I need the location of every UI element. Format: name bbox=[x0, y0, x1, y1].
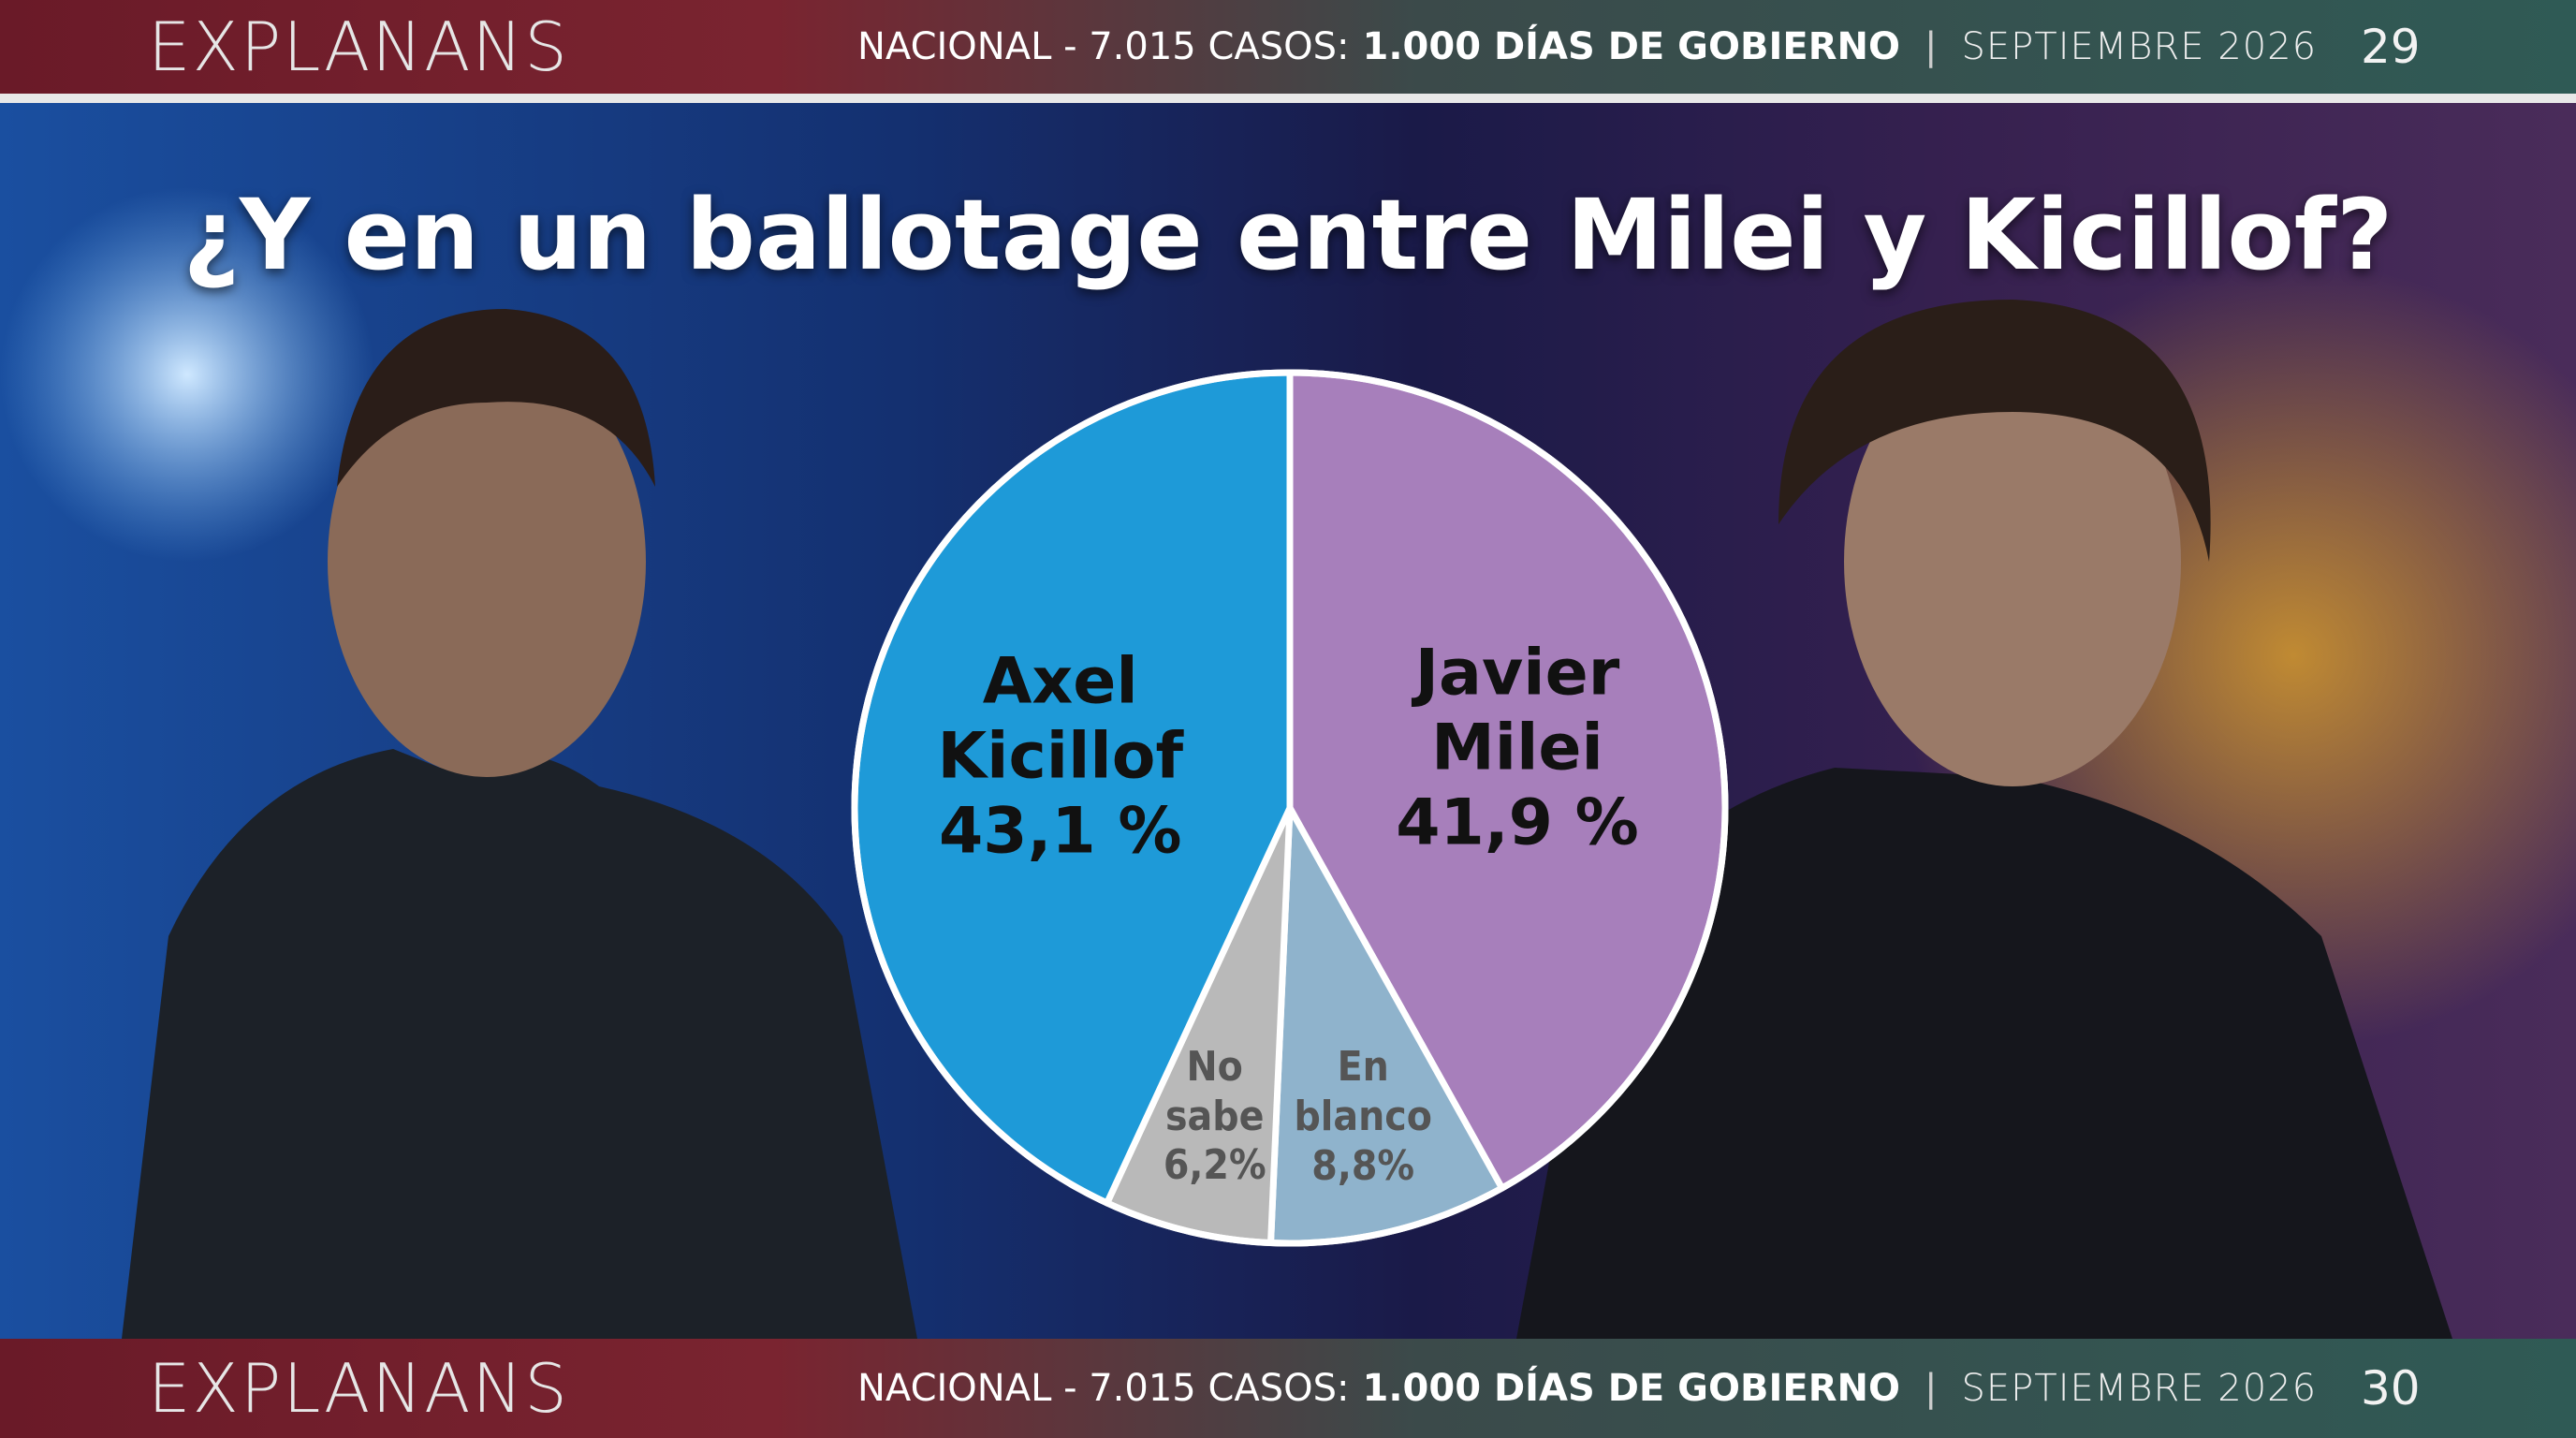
right-face bbox=[1844, 337, 2181, 786]
slice-value: 41,9 % bbox=[1396, 785, 1639, 860]
sun-emblem bbox=[0, 187, 374, 562]
slice-name: Axel Kicillof bbox=[937, 644, 1184, 794]
slice-value: 8,8% bbox=[1311, 1141, 1415, 1190]
footer-info: NACIONAL - 7.015 CASOS: 1.000 DÍAS DE GO… bbox=[857, 1367, 2317, 1410]
slice-name: No sabe bbox=[1164, 1042, 1265, 1140]
date: SEPTIEMBRE 2026 bbox=[1961, 1367, 2318, 1410]
date: SEPTIEMBRE 2026 bbox=[1961, 25, 2318, 68]
right-hair bbox=[1778, 300, 2211, 562]
left-hair bbox=[337, 309, 655, 487]
slice-label: Axel Kicillof 43,1 % bbox=[906, 645, 1215, 871]
slice-value: 6,2% bbox=[1163, 1141, 1266, 1190]
slice-label: No sabe 6,2% bbox=[1135, 1043, 1295, 1191]
separator: | bbox=[1925, 1367, 1938, 1410]
slice-label: Javier Milei 41,9 % bbox=[1363, 636, 1672, 861]
header-info: NACIONAL - 7.015 CASOS: 1.000 DÍAS DE GO… bbox=[857, 25, 2317, 68]
topic: 1.000 DÍAS DE GOBIERNO bbox=[1362, 25, 1901, 68]
right-figure bbox=[1516, 768, 2452, 1339]
left-figure bbox=[122, 749, 917, 1339]
survey: NACIONAL - 7.015 CASOS: bbox=[857, 1367, 1350, 1410]
chart-title: ¿Y en un ballotage entre Milei y Kicillo… bbox=[183, 178, 2393, 292]
footer-bar: EXPLANANS NACIONAL - 7.015 CASOS: 1.000 … bbox=[0, 1339, 2576, 1438]
slice-name: Javier Milei bbox=[1414, 636, 1620, 785]
topic: 1.000 DÍAS DE GOBIERNO bbox=[1362, 1367, 1901, 1410]
pie-outline bbox=[851, 369, 1729, 1247]
slice-label: En blanco 8,8% bbox=[1283, 1043, 1442, 1191]
logo: EXPLANANS bbox=[148, 7, 569, 86]
separator: | bbox=[1925, 25, 1938, 68]
slice-value: 43,1 % bbox=[938, 795, 1182, 870]
page-number: 29 bbox=[2361, 20, 2421, 74]
header-bar: EXPLANANS NACIONAL - 7.015 CASOS: 1.000 … bbox=[0, 0, 2576, 103]
survey: NACIONAL - 7.015 CASOS: bbox=[857, 25, 1350, 68]
page-number: 30 bbox=[2361, 1361, 2421, 1416]
logo: EXPLANANS bbox=[148, 1349, 569, 1428]
left-face bbox=[328, 346, 646, 777]
slice-name: En blanco bbox=[1294, 1043, 1432, 1140]
